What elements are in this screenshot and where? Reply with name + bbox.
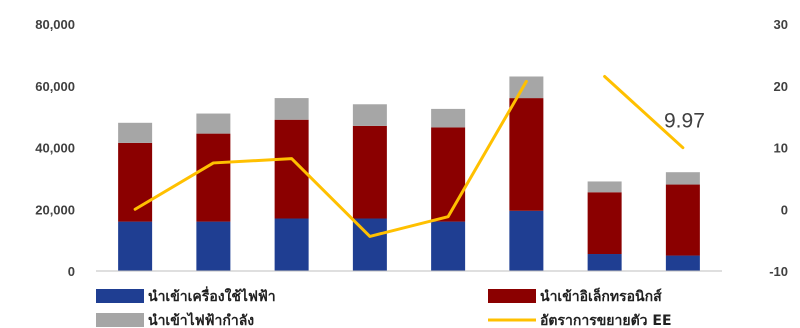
bar-segment (431, 108, 466, 128)
bar-segment (509, 76, 544, 99)
bars (118, 76, 700, 271)
left-axis-ticks: 0 20,000 40,000 60,000 80,000 (35, 17, 75, 279)
line-series (133, 74, 685, 238)
legend-label: อัตราการขยายตัว EE (540, 313, 672, 328)
bar-segment (196, 133, 231, 222)
bar-segment (665, 172, 700, 185)
legend-swatch (96, 289, 144, 303)
bar-segment (352, 104, 387, 126)
left-tick-label: 40,000 (35, 141, 75, 156)
bar-segment (431, 127, 466, 222)
legend-swatch (488, 289, 536, 303)
bar-segment (118, 221, 153, 271)
bar-segment (196, 221, 231, 271)
left-tick-label: 80,000 (35, 17, 75, 32)
bar-segment (587, 192, 622, 255)
bar-segment (352, 125, 387, 219)
data-label: 9.97 (664, 110, 705, 133)
right-tick-label: -10 (769, 264, 788, 279)
bar-segment (118, 122, 153, 143)
growth-line (603, 74, 685, 150)
right-axis-ticks: -10 0 10 20 30 (769, 17, 788, 279)
annotations: 9.97 (664, 110, 705, 133)
right-tick-label: 30 (774, 17, 788, 32)
bar-segment (587, 254, 622, 271)
bar-segment (196, 113, 231, 134)
bar-segment (665, 255, 700, 271)
right-tick-label: 0 (781, 202, 788, 217)
legend-swatch (96, 313, 144, 327)
bar-segment (587, 181, 622, 193)
legend-label: นำเข้าอิเล็กทรอนิกส์ (540, 287, 662, 305)
bar-segment (431, 221, 466, 271)
legend-label: นำเข้าไฟฟ้ากำลัง (148, 311, 254, 328)
legend: นำเข้าเครื่องใช้ไฟฟ้า นำเข้าอิเล็กทรอนิกส… (96, 286, 672, 328)
bar-segment (509, 210, 544, 271)
legend-label: นำเข้าเครื่องใช้ไฟฟ้า (148, 286, 276, 305)
right-tick-label: 10 (774, 141, 788, 156)
growth-line (133, 79, 528, 238)
bar-segment (665, 184, 700, 256)
bar-segment (274, 218, 309, 271)
right-tick-label: 20 (774, 79, 788, 94)
bar-segment (274, 98, 309, 120)
left-tick-label: 60,000 (35, 79, 75, 94)
left-tick-label: 20,000 (35, 202, 75, 217)
left-tick-label: 0 (68, 264, 75, 279)
bar-segment (509, 98, 544, 211)
